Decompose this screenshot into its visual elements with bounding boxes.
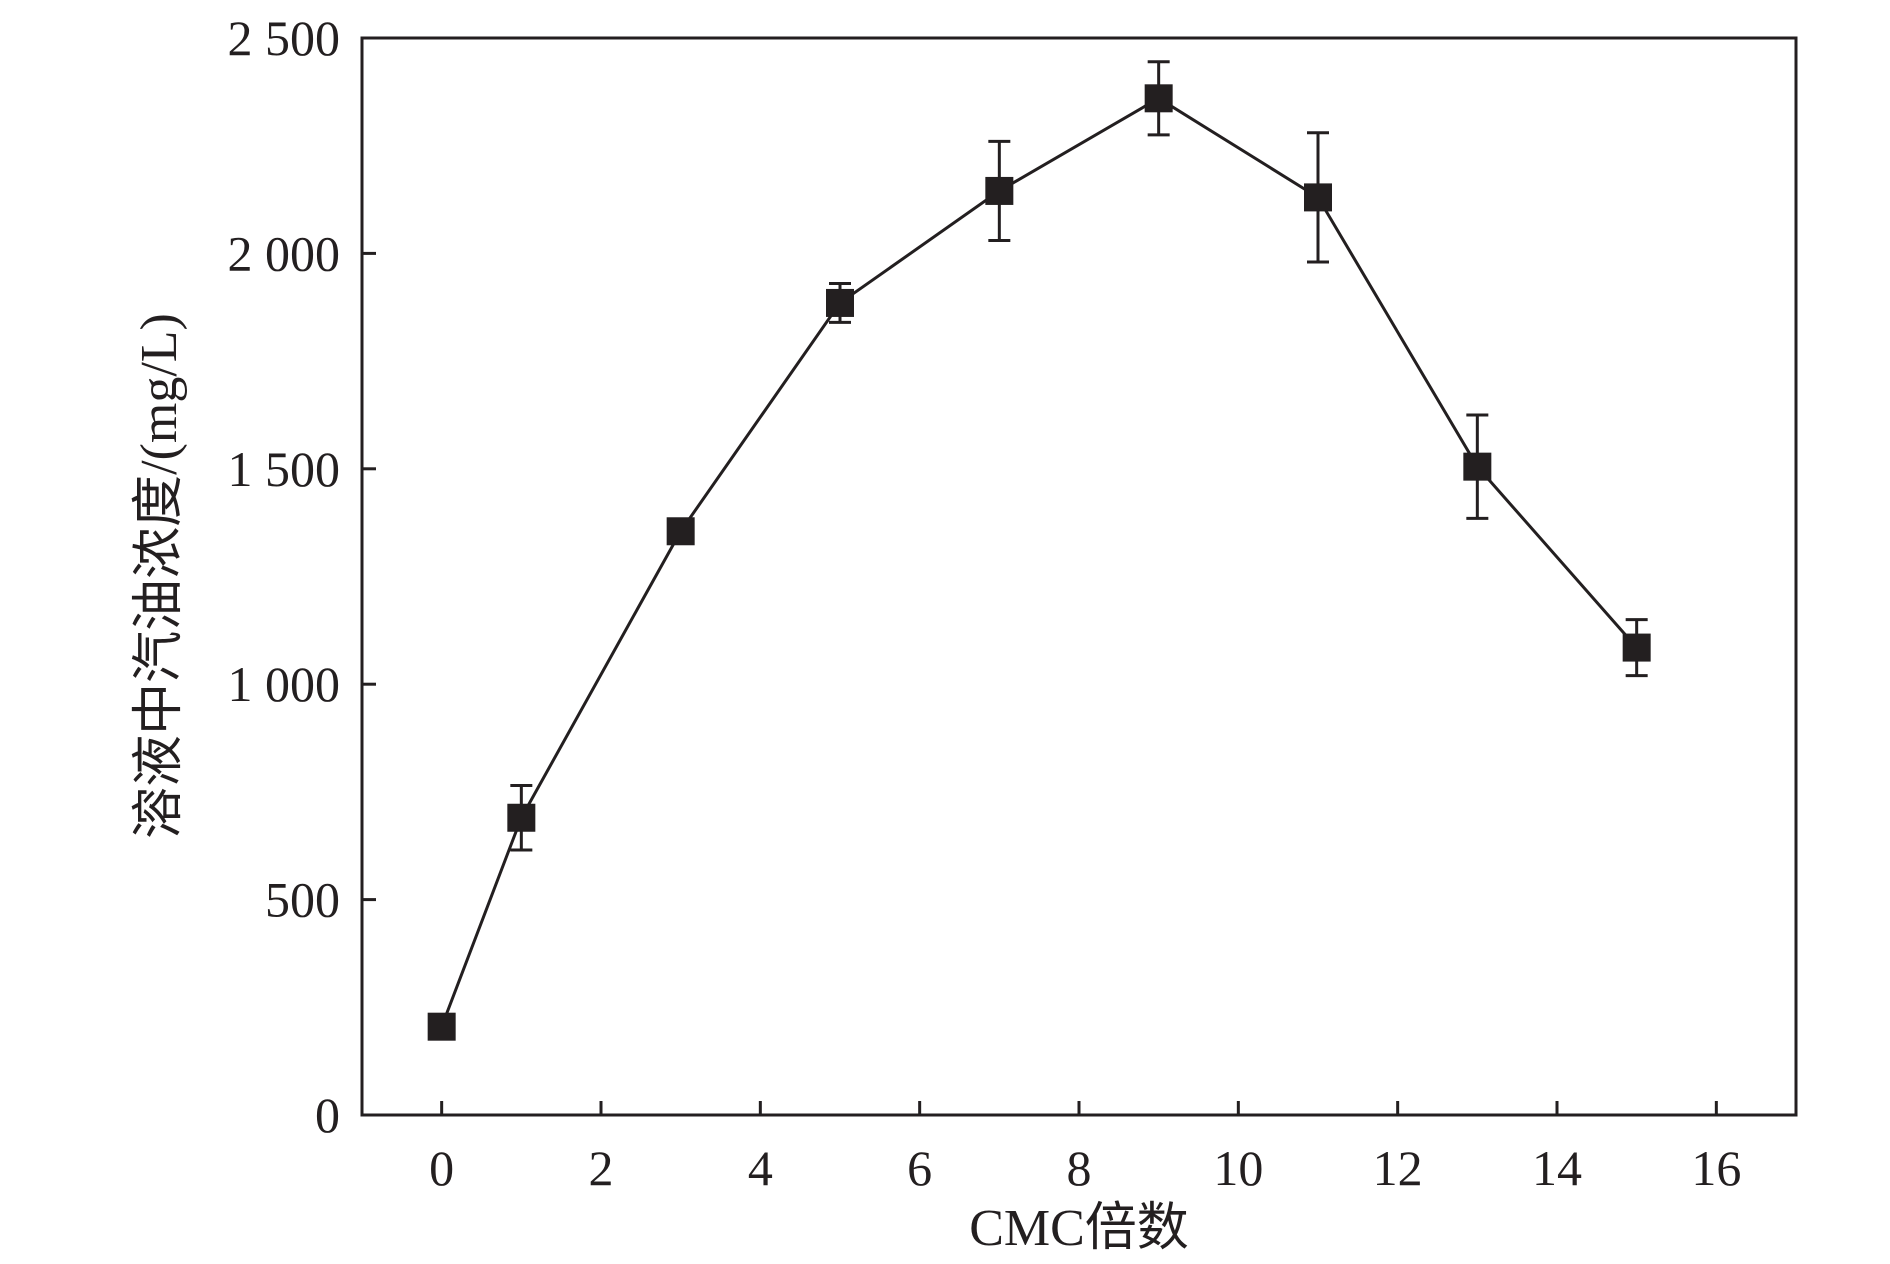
data-point <box>826 288 854 317</box>
y-tick-label: 1 000 <box>228 656 341 712</box>
y-tick-label: 2 500 <box>228 10 341 66</box>
data-point <box>666 517 695 546</box>
x-tick-label: 6 <box>907 1140 932 1196</box>
data-point <box>1304 183 1332 212</box>
data-point <box>1463 452 1492 481</box>
data-point <box>427 1012 456 1041</box>
y-tick-label: 1 500 <box>228 441 341 497</box>
x-tick-label: 10 <box>1213 1140 1263 1196</box>
plot-frame <box>360 36 1798 1117</box>
x-tick-label: 16 <box>1691 1140 1741 1196</box>
x-tick-label: 12 <box>1373 1140 1423 1196</box>
x-tick-label: 2 <box>589 1140 614 1196</box>
x-tick-label: 0 <box>429 1140 454 1196</box>
x-axis: 0 2 4 6 8 10 12 14 16 <box>429 1101 1741 1196</box>
x-tick-label: 14 <box>1532 1140 1582 1196</box>
y-tick-label: 2 000 <box>228 225 341 281</box>
x-tick-label: 8 <box>1067 1140 1092 1196</box>
data-point <box>1144 84 1173 113</box>
y-tick-label: 0 <box>315 1087 340 1143</box>
series-group <box>427 60 1651 1041</box>
x-tick-label: 4 <box>748 1140 773 1196</box>
data-point <box>1622 633 1651 662</box>
series-line <box>440 96 1638 1028</box>
y-tick-label: 500 <box>265 872 340 928</box>
y-axis: 0 500 1 000 1 500 2 000 2 500 <box>228 10 376 1143</box>
x-axis-title: CMC倍数 <box>969 1200 1189 1257</box>
data-point <box>507 803 536 832</box>
y-axis-title: 溶液中汽油浓度/(mg/L) <box>131 313 188 839</box>
data-point <box>985 176 1014 205</box>
